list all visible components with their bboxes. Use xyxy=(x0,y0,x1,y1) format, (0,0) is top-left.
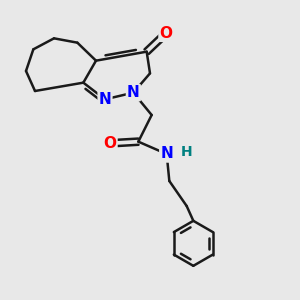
Text: O: O xyxy=(103,136,116,151)
Text: O: O xyxy=(160,26,172,41)
Text: N: N xyxy=(127,85,140,100)
Text: N: N xyxy=(160,146,173,161)
Text: N: N xyxy=(99,92,111,107)
Text: H: H xyxy=(181,145,193,159)
